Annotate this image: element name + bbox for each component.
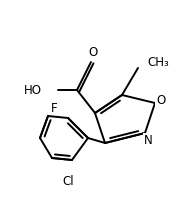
- Text: O: O: [156, 93, 166, 106]
- Text: N: N: [144, 134, 152, 147]
- Text: HO: HO: [24, 84, 42, 97]
- Text: Cl: Cl: [62, 175, 74, 188]
- Text: F: F: [51, 101, 57, 114]
- Text: O: O: [88, 46, 98, 59]
- Text: CH₃: CH₃: [147, 55, 169, 68]
